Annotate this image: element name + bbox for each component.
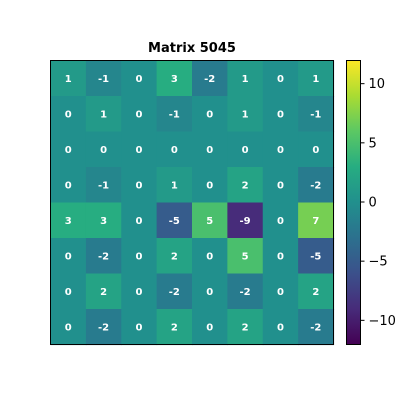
cell-value-label: 0 — [206, 109, 213, 120]
cell-value-label: -1 — [310, 109, 321, 120]
cell-value-label: 0 — [135, 74, 142, 85]
cell-value-label: -2 — [98, 322, 109, 333]
cell-value-label: 0 — [135, 251, 142, 262]
cell-value-label: -2 — [169, 287, 180, 298]
cell-value-label: 1 — [100, 109, 107, 120]
colorbar-tick-label: 5 — [369, 136, 377, 151]
colorbar-tick-label: −5 — [369, 255, 388, 270]
cell-value-label: 0 — [277, 251, 284, 262]
cell-value-label: -5 — [310, 251, 321, 262]
cell-value-label: 7 — [312, 216, 319, 227]
cell-value-label: -2 — [240, 287, 251, 298]
cell-value-label: -1 — [169, 109, 180, 120]
cell-value-label: 0 — [206, 322, 213, 333]
cell-value-label: 0 — [277, 180, 284, 191]
cell-value-label: 0 — [277, 287, 284, 298]
colorbar-tick-label: 0 — [369, 196, 377, 211]
cell-value-label: 0 — [65, 322, 72, 333]
cell-value-label: 0 — [277, 109, 284, 120]
cell-value-label: 0 — [206, 287, 213, 298]
cell-value-label: 1 — [242, 74, 249, 85]
cell-value-label: 0 — [135, 180, 142, 191]
cell-value-label: 0 — [65, 109, 72, 120]
cell-value-label: 1 — [312, 74, 319, 85]
cell-value-label: -2 — [204, 74, 215, 85]
cell-value-label: 2 — [171, 251, 178, 262]
cell-value-label: 0 — [65, 180, 72, 191]
cell-value-label: 1 — [171, 180, 178, 191]
cell-value-label: -2 — [310, 322, 321, 333]
cell-value-label: 0 — [100, 145, 107, 156]
chart-title: Matrix 5045 — [148, 41, 236, 56]
colorbar-tick-label: 10 — [369, 77, 386, 92]
cell-value-label: -5 — [169, 216, 180, 227]
cell-value-label: 2 — [312, 287, 319, 298]
cell-value-label: 3 — [171, 74, 178, 85]
cell-value-label: 0 — [135, 145, 142, 156]
cell-value-label: 3 — [65, 216, 72, 227]
cell-value-label: 3 — [100, 216, 107, 227]
cell-value-label: 0 — [277, 74, 284, 85]
cell-value-label: 2 — [242, 322, 249, 333]
heatmap-cells: 1 -1 0 3 -2 1 0 1 0 1 0 -1 0 1 0 -1 0 0 0 0 0 0 0 0 0 -1 0 1 0 2 0 -2 3 3… — [51, 61, 335, 346]
colorbar-tick-label: −10 — [369, 314, 396, 329]
cell-value-label: 2 — [171, 322, 178, 333]
cell-value-label: 0 — [135, 216, 142, 227]
cell-value-label: 2 — [100, 287, 107, 298]
cell-value-label: 0 — [312, 145, 319, 156]
cell-value-label: 0 — [135, 287, 142, 298]
cell-value-label: -1 — [98, 180, 109, 191]
cell-value-label: 0 — [135, 322, 142, 333]
cell-value-label: 0 — [65, 287, 72, 298]
cell-value-label: 5 — [242, 251, 249, 262]
cell-value-label: 0 — [206, 180, 213, 191]
cell-value-label: 0 — [65, 251, 72, 262]
cell-value-label: 0 — [277, 216, 284, 227]
cell-value-label: 0 — [242, 145, 249, 156]
cell-value-label: -9 — [240, 216, 251, 227]
cell-value-label: 1 — [65, 74, 72, 85]
cell-value-label: -1 — [98, 74, 109, 85]
cell-value-label: 2 — [242, 180, 249, 191]
cell-value-label: 0 — [277, 145, 284, 156]
cell-value-label: -2 — [310, 180, 321, 191]
colorbar-gradient — [346, 60, 360, 344]
cell-value-label: 5 — [206, 216, 213, 227]
cell-value-label: 0 — [135, 109, 142, 120]
cell-value-label: 0 — [206, 251, 213, 262]
cell-value-label: 1 — [242, 109, 249, 120]
cell-value-label: 0 — [277, 322, 284, 333]
cell-value-label: 0 — [171, 145, 178, 156]
cell-value-label: 0 — [65, 145, 72, 156]
cell-value-label: -2 — [98, 251, 109, 262]
cell-value-label: 0 — [206, 145, 213, 156]
